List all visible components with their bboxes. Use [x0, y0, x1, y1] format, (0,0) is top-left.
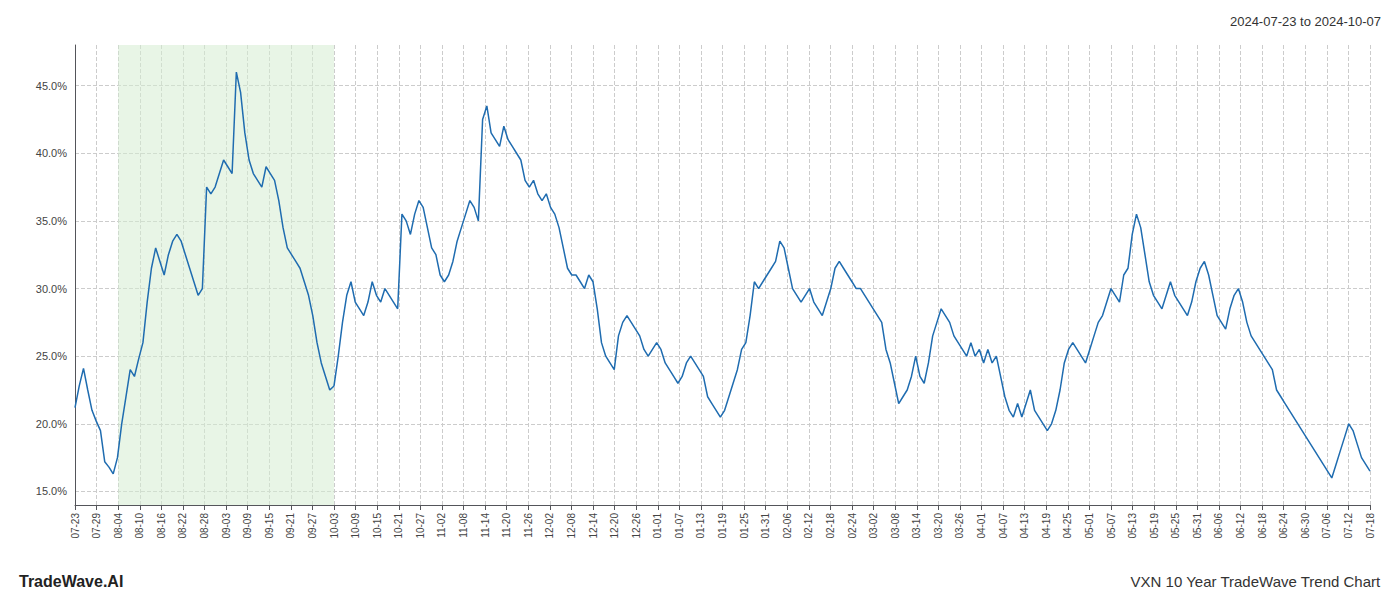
svg-text:06-06: 06-06: [1213, 513, 1224, 539]
svg-text:10-03: 10-03: [329, 513, 340, 539]
svg-text:03-20: 03-20: [933, 513, 944, 539]
svg-text:07-18: 07-18: [1365, 513, 1376, 539]
svg-text:10-27: 10-27: [415, 513, 426, 539]
svg-text:04-13: 04-13: [1019, 513, 1030, 539]
svg-text:07-23: 07-23: [70, 513, 81, 539]
svg-text:10-21: 10-21: [393, 513, 404, 539]
svg-text:01-19: 01-19: [717, 513, 728, 539]
svg-text:03-08: 03-08: [890, 513, 901, 539]
svg-text:30.0%: 30.0%: [36, 283, 67, 295]
svg-text:11-08: 11-08: [458, 513, 469, 538]
svg-text:08-10: 08-10: [134, 513, 145, 539]
svg-text:03-26: 03-26: [954, 513, 965, 539]
svg-text:11-14: 11-14: [480, 513, 491, 538]
svg-text:10-15: 10-15: [372, 513, 383, 539]
svg-text:09-27: 09-27: [307, 513, 318, 539]
svg-text:40.0%: 40.0%: [36, 147, 67, 159]
svg-text:08-28: 08-28: [199, 513, 210, 539]
svg-text:07-12: 07-12: [1343, 513, 1354, 539]
svg-text:02-24: 02-24: [847, 513, 858, 539]
svg-text:35.0%: 35.0%: [36, 215, 67, 227]
svg-text:08-16: 08-16: [156, 513, 167, 539]
svg-text:45.0%: 45.0%: [36, 80, 67, 92]
svg-text:TradeWave.AI: TradeWave.AI: [19, 573, 123, 590]
svg-text:12-08: 12-08: [566, 513, 577, 539]
svg-text:25.0%: 25.0%: [36, 350, 67, 362]
svg-text:01-07: 01-07: [674, 513, 685, 539]
svg-text:09-03: 09-03: [221, 513, 232, 539]
svg-text:01-13: 01-13: [695, 513, 706, 539]
svg-text:06-30: 06-30: [1300, 513, 1311, 539]
svg-text:11-26: 11-26: [523, 513, 534, 538]
svg-text:12-26: 12-26: [631, 513, 642, 539]
svg-text:12-20: 12-20: [609, 513, 620, 539]
svg-text:04-07: 04-07: [998, 513, 1009, 539]
svg-text:02-18: 02-18: [825, 513, 836, 539]
svg-text:09-21: 09-21: [285, 513, 296, 539]
svg-text:02-06: 02-06: [782, 513, 793, 539]
svg-text:10-09: 10-09: [350, 513, 361, 539]
svg-text:01-25: 01-25: [739, 513, 750, 539]
svg-text:2024-07-23 to 2024-10-07: 2024-07-23 to 2024-10-07: [1230, 14, 1381, 29]
svg-text:05-07: 05-07: [1106, 513, 1117, 539]
svg-text:04-19: 04-19: [1041, 513, 1052, 539]
svg-text:08-04: 08-04: [113, 513, 124, 539]
svg-text:04-25: 04-25: [1062, 513, 1073, 539]
svg-text:09-09: 09-09: [242, 513, 253, 539]
svg-text:08-22: 08-22: [177, 513, 188, 539]
svg-text:04-01: 04-01: [976, 513, 987, 539]
svg-text:05-01: 05-01: [1084, 513, 1095, 539]
svg-text:11-20: 11-20: [501, 513, 512, 538]
svg-text:02-12: 02-12: [803, 513, 814, 539]
svg-text:05-31: 05-31: [1192, 513, 1203, 539]
svg-text:12-14: 12-14: [588, 513, 599, 539]
svg-text:03-14: 03-14: [911, 513, 922, 539]
svg-text:VXN 10 Year TradeWave Trend Ch: VXN 10 Year TradeWave Trend Chart: [1131, 573, 1381, 590]
svg-text:12-02: 12-02: [544, 513, 555, 539]
svg-text:06-12: 06-12: [1235, 513, 1246, 539]
svg-text:01-31: 01-31: [760, 513, 771, 539]
svg-text:15.0%: 15.0%: [36, 485, 67, 497]
svg-text:06-18: 06-18: [1257, 513, 1268, 539]
svg-text:09-15: 09-15: [264, 513, 275, 539]
svg-text:01-01: 01-01: [652, 513, 663, 539]
svg-text:20.0%: 20.0%: [36, 418, 67, 430]
svg-text:06-24: 06-24: [1278, 513, 1289, 539]
svg-text:05-13: 05-13: [1127, 513, 1138, 539]
svg-text:07-06: 07-06: [1321, 513, 1332, 539]
svg-text:03-02: 03-02: [868, 513, 879, 539]
svg-text:05-25: 05-25: [1170, 513, 1181, 539]
svg-text:11-02: 11-02: [436, 513, 447, 538]
svg-text:05-19: 05-19: [1149, 513, 1160, 539]
svg-text:07-29: 07-29: [91, 513, 102, 539]
